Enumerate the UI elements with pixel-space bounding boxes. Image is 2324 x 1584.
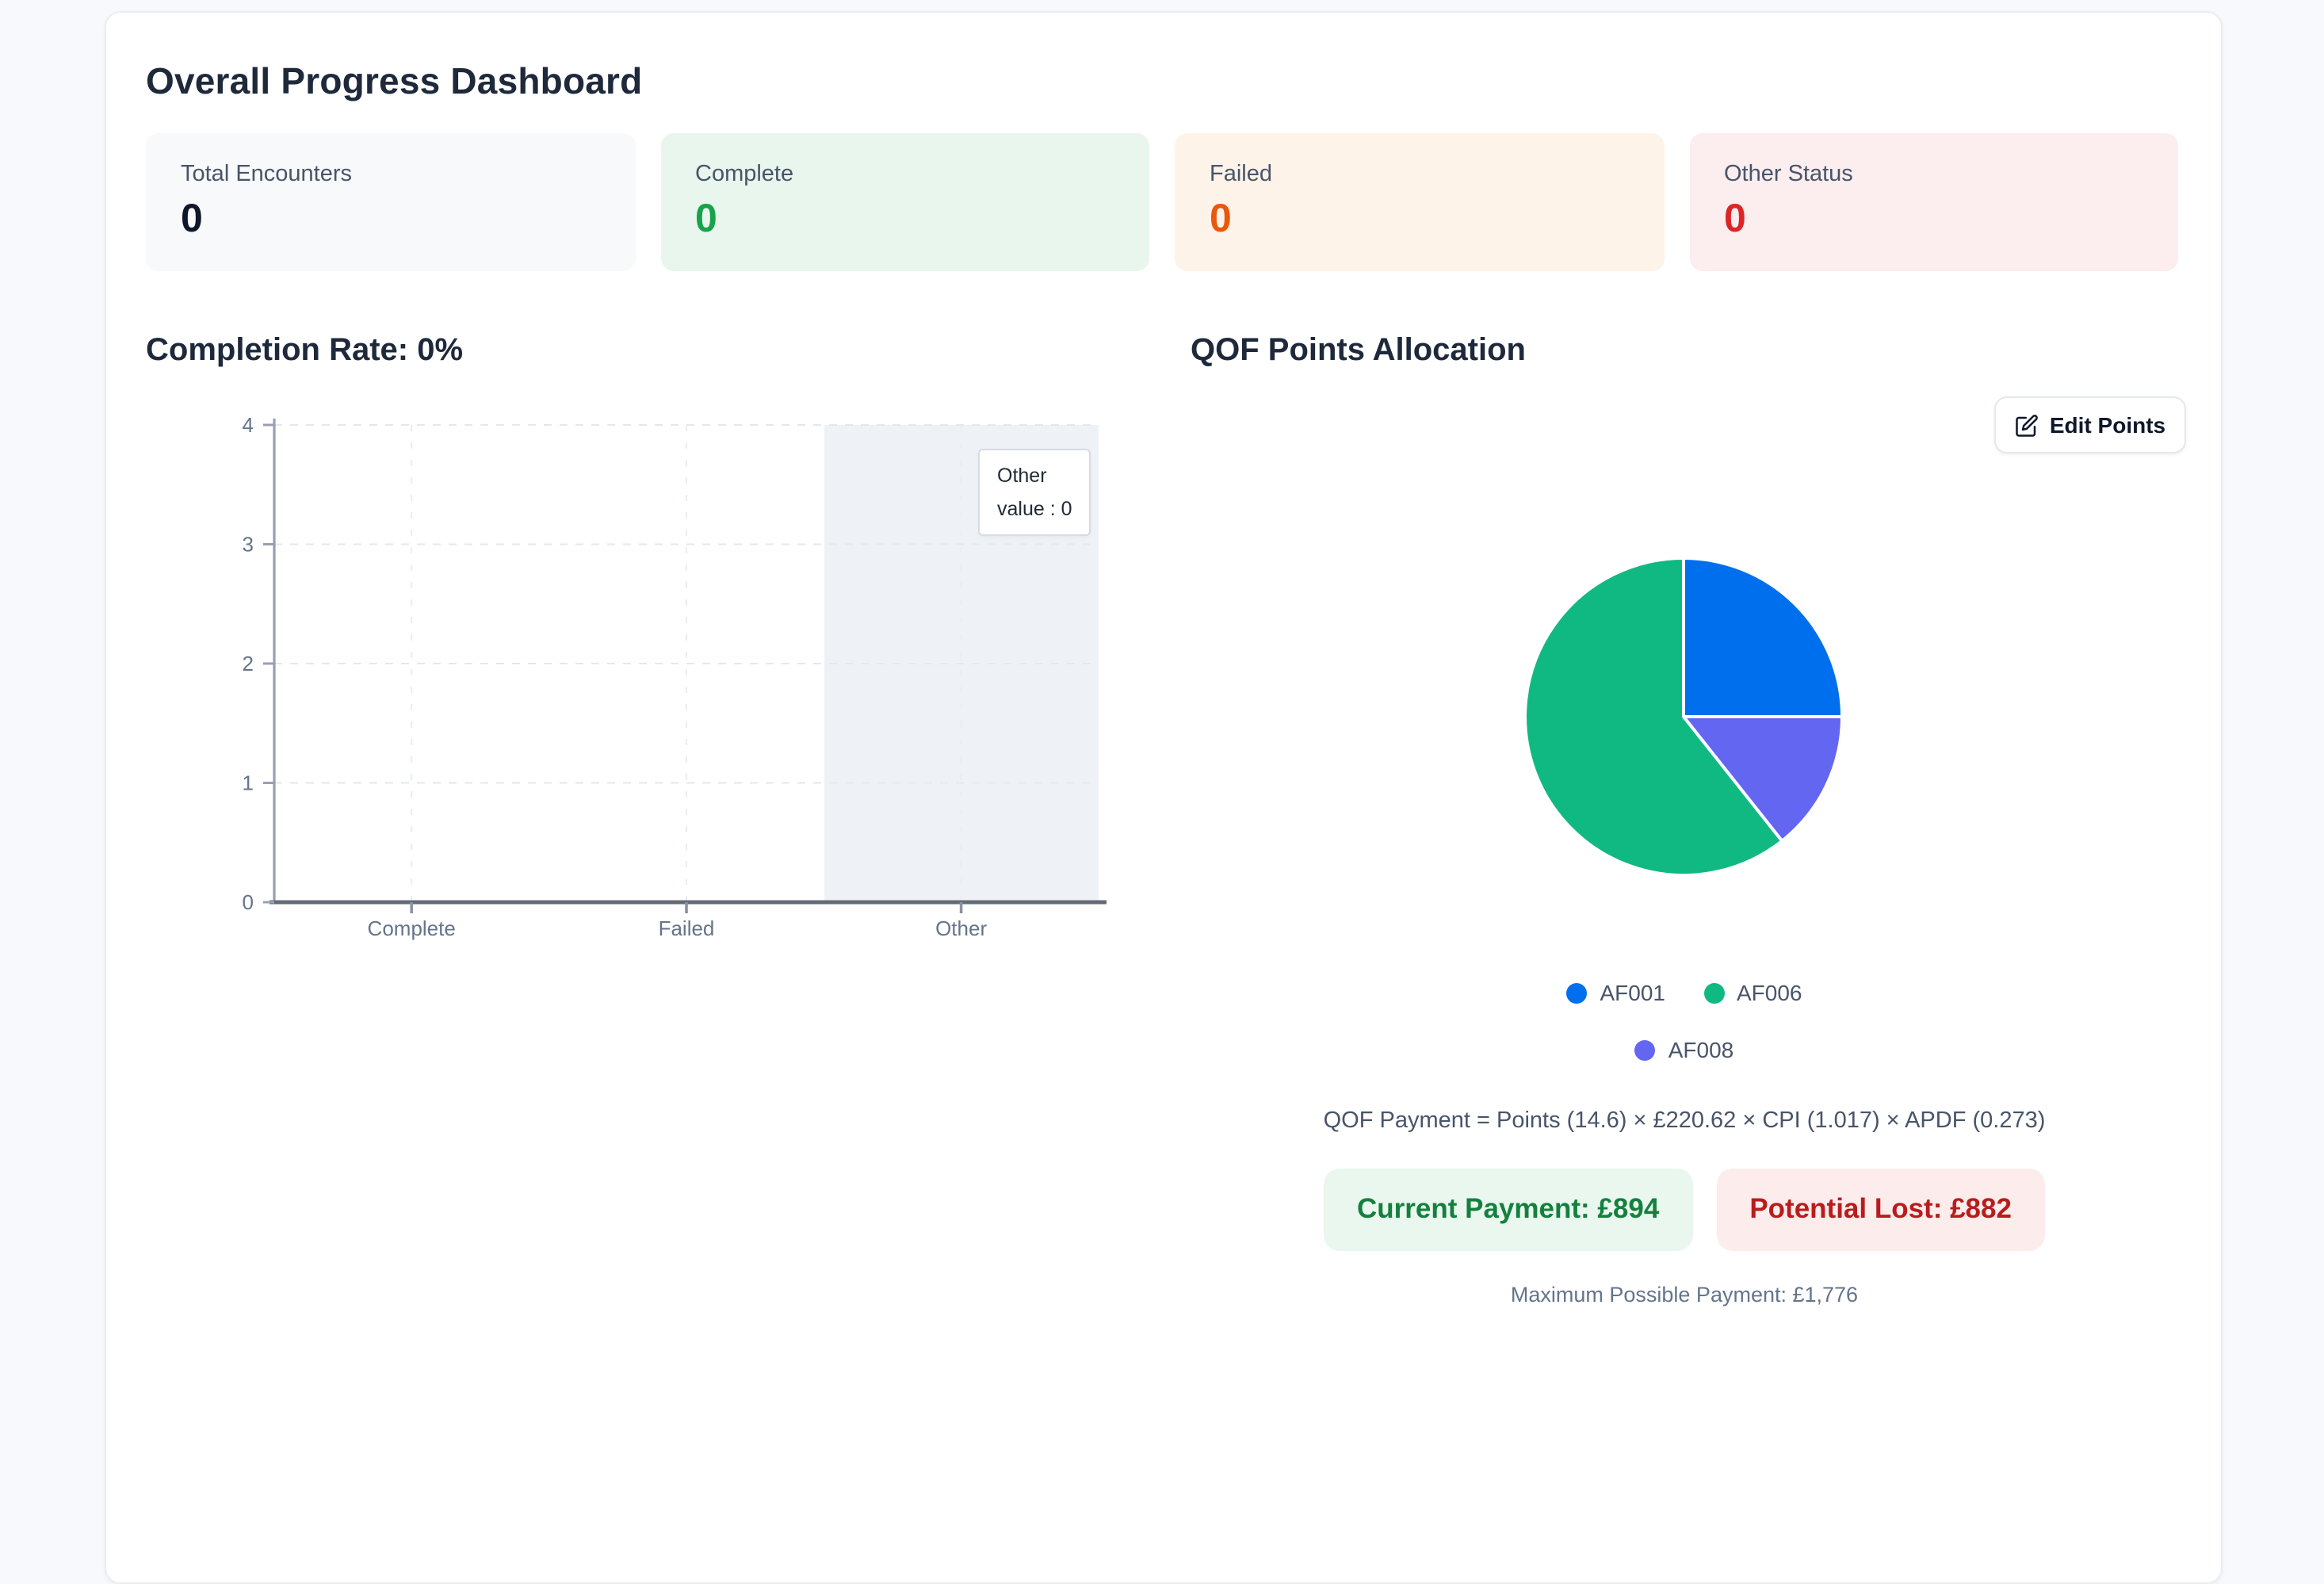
payment-badges: Current Payment: £894 Potential Lost: £8… bbox=[1191, 1169, 2178, 1251]
chart-tooltip: Other value : 0 bbox=[978, 449, 1091, 536]
stat-value: 0 bbox=[1210, 197, 1232, 241]
pie-legend-row-1: AF001 AF006 bbox=[1191, 980, 2178, 1005]
legend-dot-af008 bbox=[1634, 1039, 1656, 1060]
y-tick-label: 1 bbox=[243, 771, 254, 795]
x-category-label: Other bbox=[935, 916, 987, 940]
legend-dot-af006 bbox=[1703, 982, 1724, 1003]
x-category-label: Failed bbox=[659, 916, 715, 940]
stat-value: 0 bbox=[695, 197, 717, 241]
y-tick-label: 4 bbox=[243, 413, 254, 437]
stat-label: Total Encounters bbox=[181, 162, 353, 187]
legend-label: AF001 bbox=[1600, 980, 1666, 1005]
y-tick-label: 3 bbox=[243, 533, 254, 557]
qof-points-heading: QOF Points Allocation bbox=[1191, 333, 1526, 368]
stat-value: 0 bbox=[1724, 197, 1746, 241]
stat-card-complete: Complete 0 bbox=[660, 133, 1149, 271]
stat-card-total-encounters: Total Encounters 0 bbox=[146, 133, 635, 271]
stat-label: Other Status bbox=[1724, 162, 1853, 187]
current-payment-badge: Current Payment: £894 bbox=[1324, 1169, 1693, 1251]
x-category-label: Complete bbox=[368, 916, 456, 940]
legend-dot-af001 bbox=[1566, 982, 1588, 1003]
y-tick-label: 2 bbox=[243, 652, 254, 675]
page-title: Overall Progress Dashboard bbox=[146, 60, 643, 101]
legend-label: AF006 bbox=[1737, 980, 1802, 1005]
legend-item-af008[interactable]: AF008 bbox=[1634, 1037, 1734, 1062]
edit-points-label: Edit Points bbox=[2049, 412, 2166, 438]
stats-row: Total Encounters 0 Complete 0 Failed 0 O… bbox=[146, 133, 2178, 271]
potential-lost-badge: Potential Lost: £882 bbox=[1716, 1169, 2045, 1251]
legend-item-af001[interactable]: AF001 bbox=[1566, 980, 1666, 1005]
stat-card-failed: Failed 0 bbox=[1175, 133, 1664, 271]
y-axis-ticks bbox=[263, 423, 274, 904]
qof-payment-formula: QOF Payment = Points (14.6) × £220.62 × … bbox=[1323, 1108, 2046, 1134]
stat-label: Failed bbox=[1210, 162, 1272, 187]
pie-slice-af008[interactable] bbox=[1682, 715, 1844, 843]
max-payment-note: Maximum Possible Payment: £1,776 bbox=[1510, 1283, 1859, 1307]
tooltip-category: Other bbox=[997, 465, 1047, 487]
edit-pencil-icon bbox=[2016, 414, 2038, 436]
pie-slice-af001[interactable] bbox=[1682, 557, 1844, 718]
legend-item-af006[interactable]: AF006 bbox=[1703, 980, 1802, 1005]
pie-legend-row-2: AF008 bbox=[1191, 1037, 2178, 1062]
pie-slice-af006[interactable] bbox=[1523, 557, 1784, 877]
stat-label: Complete bbox=[695, 162, 794, 187]
stat-value: 0 bbox=[181, 197, 203, 241]
completion-rate-heading: Completion Rate: 0% bbox=[146, 333, 464, 368]
x-axis-ticks bbox=[410, 902, 963, 913]
stat-card-other-status: Other Status 0 bbox=[1689, 133, 2178, 271]
edit-points-button[interactable]: Edit Points bbox=[1994, 396, 2186, 453]
qof-pie-chart bbox=[1523, 557, 1844, 877]
dashboard-root: Overall Progress Dashboard Total Encount… bbox=[105, 11, 2223, 1584]
tooltip-value: value : 0 bbox=[997, 498, 1072, 520]
y-tick-label: 0 bbox=[243, 890, 254, 914]
legend-label: AF008 bbox=[1668, 1037, 1734, 1062]
